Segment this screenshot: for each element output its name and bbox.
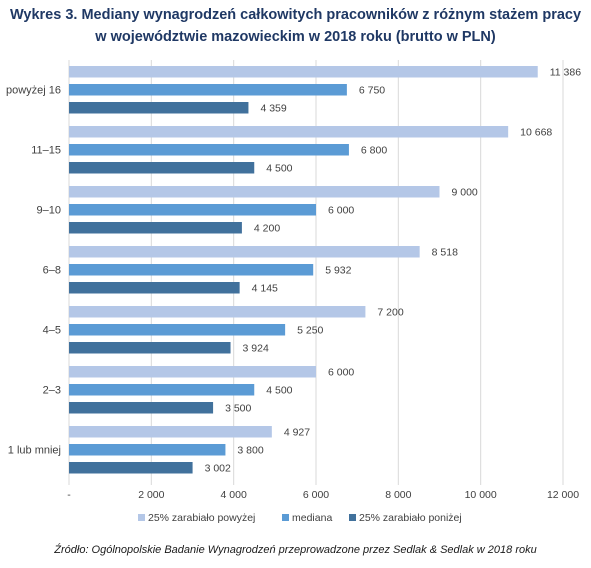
data-label: 3 002 — [205, 463, 231, 475]
bar — [69, 66, 538, 78]
bars — [69, 66, 538, 474]
legend-swatch — [138, 514, 145, 521]
bar — [69, 402, 214, 414]
data-label: 9 000 — [452, 187, 478, 199]
legend: 25% zarabiało powyżej mediana 25% zarabiał… — [138, 512, 462, 524]
data-label: 4 359 — [260, 103, 286, 115]
chart-title-line-1: Wykres 3. Mediany wynagrodzeń całkowityc… — [9, 7, 582, 23]
legend-label: 25% zarabiało powyżej — [148, 512, 255, 524]
data-label: 4 500 — [266, 385, 292, 397]
data-label: 6 750 — [359, 85, 385, 97]
bar — [69, 282, 240, 294]
data-label: 11 386 — [550, 67, 581, 79]
data-label: 3 924 — [243, 343, 269, 355]
bar — [69, 264, 314, 276]
legend-label: mediana — [292, 512, 332, 524]
chart-title-line-2: w województwie mazowieckim w 2018 roku (… — [95, 29, 496, 45]
data-label: 4 927 — [284, 427, 310, 439]
chart-title: Wykres 3. Mediany wynagrodzeń całkowityc… — [0, 4, 591, 48]
category-label: 4–5 — [43, 325, 61, 337]
legend-label: 25% zarabiało poniżej — [359, 512, 462, 524]
legend-swatch — [349, 514, 356, 521]
data-label: 5 250 — [297, 325, 323, 337]
data-label: 4 200 — [254, 223, 280, 235]
data-label: 8 518 — [432, 247, 458, 259]
x-tick-label: 4 000 — [221, 489, 247, 501]
data-label: 6 000 — [328, 205, 354, 217]
x-tick-label: 2 000 — [138, 489, 164, 501]
bar — [69, 384, 255, 396]
x-tick-label: 10 000 — [465, 489, 497, 501]
data-label: 3 500 — [225, 403, 251, 415]
bar — [69, 246, 420, 258]
bar — [69, 462, 193, 474]
bar — [69, 426, 272, 438]
x-tick-labels: - 2 000 4 000 6 000 8 000 10 000 12 000 — [67, 489, 579, 501]
category-label: 1 lub mniej — [8, 445, 61, 457]
data-labels: 11 386 6 750 4 359 10 668 6 800 4 500 9 000 6 0… — [205, 67, 582, 475]
bar — [69, 444, 226, 456]
category-label: 11–15 — [31, 145, 61, 157]
bar — [69, 306, 366, 318]
bar — [69, 126, 509, 138]
bar — [69, 222, 242, 234]
data-label: 7 200 — [377, 307, 403, 319]
x-tick-label: 6 000 — [303, 489, 329, 501]
category-label: 6–8 — [43, 265, 61, 277]
data-label: 5 932 — [325, 265, 351, 277]
x-tick-label: 12 000 — [547, 489, 579, 501]
data-label: 10 668 — [520, 127, 552, 139]
bar — [69, 342, 231, 354]
bar — [69, 162, 255, 174]
category-label: 9–10 — [37, 205, 61, 217]
bar — [69, 102, 249, 114]
bar — [69, 366, 316, 378]
bar — [69, 324, 286, 336]
legend-swatch — [282, 514, 289, 521]
x-tick-label: 8 000 — [385, 489, 411, 501]
bar — [69, 186, 440, 198]
category-labels: powyżej 16 11–15 9–10 6–8 4–5 2–3 1 lub mniej — [6, 85, 61, 457]
data-label: 3 800 — [237, 445, 263, 457]
source-note: Źródło: Ogólnopolskie Badanie Wynagrodze… — [54, 544, 537, 556]
x-tick-label: - — [67, 489, 71, 501]
bar — [69, 144, 349, 156]
data-label: 6 800 — [361, 145, 387, 157]
category-label: powyżej 16 — [6, 85, 61, 97]
bar — [69, 84, 347, 96]
data-label: 4 500 — [266, 163, 292, 175]
data-label: 4 145 — [252, 283, 278, 295]
data-label: 6 000 — [328, 367, 354, 379]
category-label: 2–3 — [43, 385, 61, 397]
bar — [69, 204, 316, 216]
